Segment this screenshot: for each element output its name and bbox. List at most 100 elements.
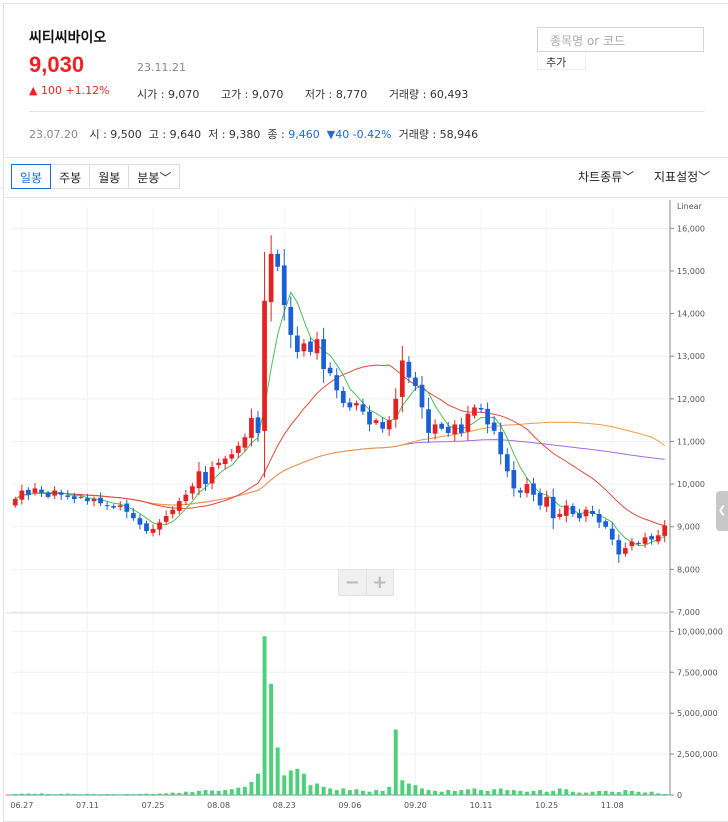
volume-bar — [400, 780, 405, 795]
volume-bar — [229, 789, 234, 795]
candle-body — [570, 506, 576, 514]
volume-bar — [347, 790, 352, 795]
volume-bar — [118, 794, 123, 795]
tab-monthly[interactable]: 월봉 — [90, 165, 130, 188]
candle-body — [85, 498, 90, 502]
volume-bar — [354, 789, 359, 795]
volume-bar — [282, 775, 287, 795]
volume-bar — [288, 770, 293, 795]
volume-bar — [105, 794, 110, 795]
candle-body — [262, 300, 267, 432]
candle-body — [636, 542, 641, 544]
volume-bar — [538, 790, 543, 795]
candle-body — [439, 423, 445, 429]
tab-daily[interactable]: 일봉 — [11, 164, 52, 189]
hover-quote-row: 23.07.20 시 : 9,500 고 : 9,640 저 : 9,380 종… — [29, 126, 478, 142]
candle-body — [130, 513, 136, 519]
volume-bar — [479, 790, 484, 795]
volume-bar — [85, 793, 90, 795]
volume-bar — [137, 793, 142, 795]
candle-body — [531, 483, 536, 495]
volume-bar — [223, 790, 228, 795]
high-price: 고가 : 9,070 — [220, 88, 284, 101]
candle-body — [45, 492, 51, 497]
volume-bar — [518, 790, 523, 795]
volume-bar — [544, 791, 549, 795]
candle-body — [71, 496, 77, 500]
candle-body — [157, 522, 162, 530]
candle-body — [288, 306, 294, 335]
ma120-line — [15, 439, 665, 506]
chart-type-menu[interactable]: 차트종류﹀ — [578, 170, 635, 184]
candle-body — [334, 375, 340, 391]
volume-bar — [616, 792, 621, 795]
candle-body — [275, 253, 281, 267]
volume-bar — [321, 786, 326, 795]
volume-bar — [420, 788, 424, 795]
volume-bar — [157, 793, 162, 795]
volume-bar — [465, 789, 470, 795]
hover-close-label: 종 : — [267, 128, 289, 141]
add-button[interactable]: 추가 — [537, 52, 586, 70]
candle-body — [360, 404, 366, 412]
volume-bar — [183, 791, 188, 795]
candle-body — [622, 548, 628, 554]
candle-body — [308, 341, 313, 352]
low-price: 저가 : 8,770 — [304, 88, 368, 101]
candle-body — [544, 496, 550, 507]
volume-bar — [236, 787, 241, 795]
volume-bar — [367, 791, 372, 795]
volume-bar — [131, 794, 136, 795]
divider — [29, 111, 705, 112]
candle-body — [111, 506, 117, 508]
hover-volume: 거래량 : 58,946 — [398, 128, 479, 141]
volume-bar — [308, 785, 313, 795]
price-tick-label: 15,000 — [677, 267, 705, 276]
indicator-settings-menu[interactable]: 지표설정﹀ — [654, 170, 711, 184]
volume-bar — [262, 636, 267, 795]
volume-bar — [590, 791, 595, 795]
zoom-out-button[interactable]: − — [339, 570, 367, 595]
candle-body — [373, 420, 379, 424]
volume-bar — [577, 792, 582, 795]
candle-body — [629, 541, 635, 547]
candle-body — [209, 467, 215, 484]
volume-bar — [164, 793, 169, 795]
date-tick-label: 07.25 — [142, 801, 165, 810]
volume-bar — [65, 793, 70, 795]
candle-body — [577, 513, 582, 519]
candle-body — [39, 489, 44, 493]
zoom-in-button[interactable]: + — [372, 572, 388, 593]
divider — [3, 197, 728, 198]
volume-bar — [98, 794, 103, 795]
volume-bar — [492, 789, 497, 795]
tab-minute[interactable]: 분봉﹀ — [137, 171, 172, 185]
volume-bar — [439, 791, 444, 795]
volume-bar — [570, 791, 575, 795]
candle-body — [124, 503, 130, 512]
stock-search-input[interactable]: 종목명 or 코드 — [537, 27, 704, 52]
candle-body — [242, 437, 248, 448]
candle-body — [32, 488, 38, 493]
volume-bar — [26, 793, 31, 795]
volume-bar — [328, 788, 333, 795]
volume-bar — [275, 747, 280, 795]
tab-weekly[interactable]: 주봉 — [51, 165, 91, 188]
volume-bar — [13, 794, 18, 795]
candle-body — [583, 509, 589, 517]
candle-body — [367, 411, 372, 425]
volume-bar — [551, 790, 556, 795]
volume-bar — [72, 794, 77, 795]
volume-bar — [498, 788, 503, 795]
hover-high: 고 : 9,640 — [148, 128, 202, 141]
price-tick-label: 10,000 — [677, 480, 705, 489]
volume-bar — [46, 794, 51, 795]
date-tick-label: 09.06 — [338, 801, 361, 810]
volume-bar — [111, 794, 116, 795]
price-tick-label: 8,000 — [677, 565, 700, 574]
side-panel-toggle-icon[interactable]: ❮ — [716, 491, 728, 531]
candle-body — [354, 403, 359, 406]
divider — [3, 157, 728, 158]
candle-body — [557, 513, 563, 517]
